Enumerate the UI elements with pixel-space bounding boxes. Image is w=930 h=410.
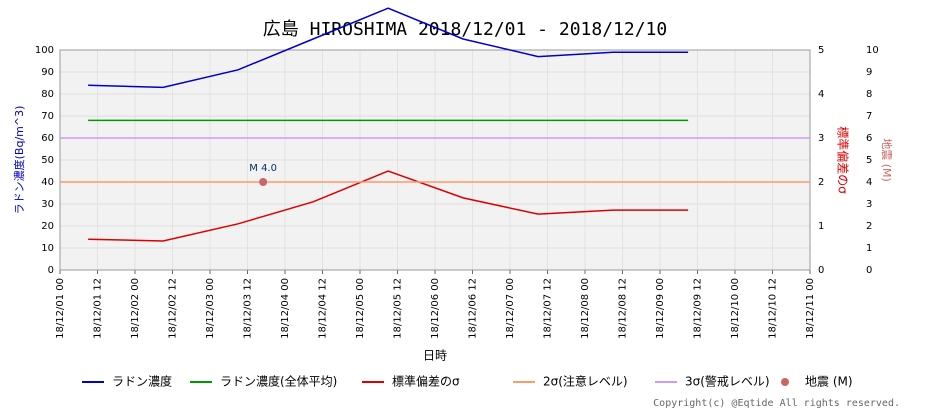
y-tick-label: 40 bbox=[41, 177, 54, 188]
y3-tick-label: 6 bbox=[866, 133, 872, 144]
x-tick-label: 18/12/06 12 bbox=[468, 278, 479, 339]
y3-tick-label: 1 bbox=[866, 243, 872, 254]
earthquake-point bbox=[259, 178, 268, 186]
x-tick-label: 18/12/09 12 bbox=[693, 278, 704, 339]
data-label: M 4.0 bbox=[249, 163, 277, 174]
x-tick-label: 18/12/10 12 bbox=[768, 278, 779, 339]
y2-tick-label: 1 bbox=[818, 221, 824, 232]
x-tick-label: 18/12/01 00 bbox=[55, 278, 66, 339]
y2-tick-label: 3 bbox=[818, 133, 824, 144]
y-axis-title: ラドン濃度(Bq/m^3) bbox=[12, 106, 26, 215]
legend-swatch bbox=[781, 378, 789, 386]
x-tick-label: 18/12/04 12 bbox=[318, 278, 329, 339]
y3-tick-label: 8 bbox=[866, 89, 872, 100]
y3-axis-title: 地震 (M) bbox=[880, 138, 893, 182]
y-tick-label: 70 bbox=[41, 111, 54, 122]
x-axis-title: 日時 bbox=[423, 349, 447, 363]
legend-label: 標準偏差のσ bbox=[392, 374, 460, 389]
y3-tick-label: 4 bbox=[866, 177, 872, 188]
x-tick-label: 18/12/07 00 bbox=[505, 278, 516, 339]
x-tick-label: 18/12/08 00 bbox=[580, 278, 591, 339]
x-tick-label: 18/12/07 12 bbox=[543, 278, 554, 339]
y2-tick-label: 5 bbox=[818, 45, 824, 56]
x-tick-label: 18/12/04 00 bbox=[280, 278, 291, 339]
x-tick-label: 18/12/09 00 bbox=[655, 278, 666, 339]
legend-label: ラドン濃度(全体平均) bbox=[220, 374, 337, 389]
series-line bbox=[88, 170, 689, 242]
y3-tick-label: 0 bbox=[866, 265, 872, 276]
y-tick-label: 60 bbox=[41, 133, 54, 144]
x-tick-label: 18/12/01 12 bbox=[93, 278, 104, 339]
y2-tick-label: 4 bbox=[818, 89, 824, 100]
legend-label: 2σ(注意レベル) bbox=[543, 374, 628, 389]
y-tick-label: 0 bbox=[48, 265, 54, 276]
x-tick-label: 18/12/08 12 bbox=[618, 278, 629, 339]
y-tick-label: 80 bbox=[41, 89, 54, 100]
y-tick-label: 90 bbox=[41, 67, 54, 78]
x-tick-label: 18/12/06 00 bbox=[430, 278, 441, 339]
x-tick-label: 18/12/02 00 bbox=[130, 278, 141, 339]
y3-tick-label: 2 bbox=[866, 221, 872, 232]
y-tick-label: 20 bbox=[41, 221, 54, 232]
y-tick-label: 50 bbox=[41, 155, 54, 166]
x-tick-label: 18/12/02 12 bbox=[168, 278, 179, 339]
y3-tick-label: 10 bbox=[866, 45, 879, 56]
y-tick-label: 30 bbox=[41, 199, 54, 210]
y3-tick-label: 3 bbox=[866, 199, 872, 210]
plot-border bbox=[59, 49, 811, 271]
legend-label: 3σ(警戒レベル) bbox=[685, 374, 770, 389]
chart-title: 広島 HIROSHIMA 2018/12/01 - 2018/12/10 bbox=[263, 19, 667, 40]
series-line bbox=[88, 7, 689, 89]
x-tick-label: 18/12/05 12 bbox=[393, 278, 404, 339]
y3-tick-label: 9 bbox=[866, 67, 872, 78]
y3-tick-label: 7 bbox=[866, 111, 872, 122]
x-tick-label: 18/12/03 12 bbox=[243, 278, 254, 339]
x-tick-label: 18/12/11 00 bbox=[805, 278, 816, 339]
y-tick-label: 10 bbox=[41, 243, 54, 254]
x-tick-label: 18/12/03 00 bbox=[205, 278, 216, 339]
y2-tick-label: 2 bbox=[818, 177, 824, 188]
y-tick-label: 100 bbox=[35, 45, 54, 56]
x-tick-label: 18/12/10 00 bbox=[730, 278, 741, 339]
y3-tick-label: 5 bbox=[866, 155, 872, 166]
x-tick-label: 18/12/05 00 bbox=[355, 278, 366, 339]
legend-label: 地震 (M) bbox=[805, 375, 853, 389]
copyright: Copyright(c) @Eqtide All rights reserved… bbox=[653, 398, 900, 409]
y2-axis-title: 標準偏差のσ bbox=[836, 126, 851, 194]
legend-label: ラドン濃度 bbox=[112, 374, 172, 389]
y2-tick-label: 0 bbox=[818, 265, 824, 276]
